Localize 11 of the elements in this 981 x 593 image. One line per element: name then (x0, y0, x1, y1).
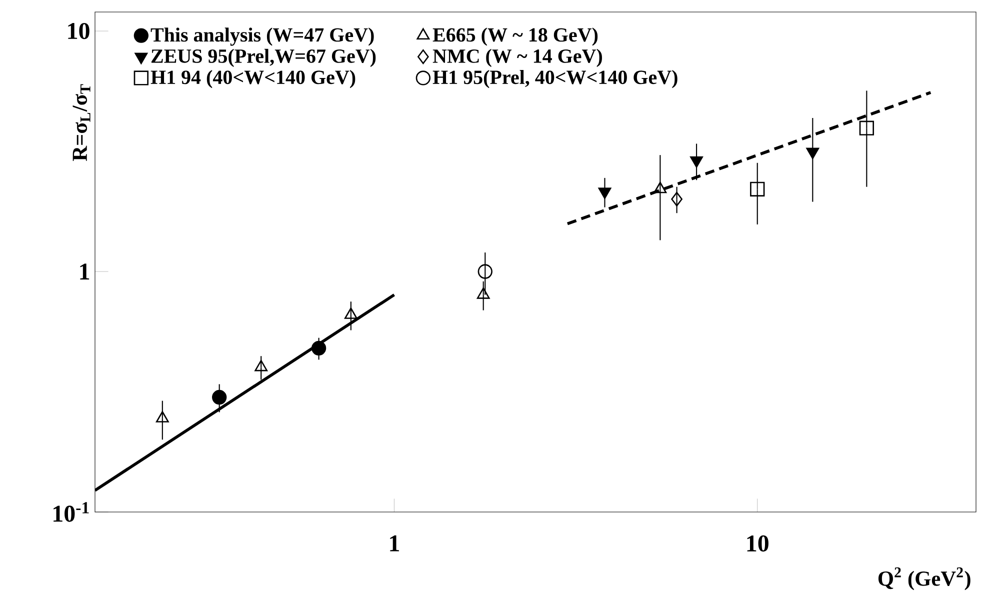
x-axis-title: Q$^{2}$ (GeV$^{2}$) (878, 567, 970, 590)
y-tick-label: 1 (80, 264, 90, 280)
legend-label: H1 95(Prel, 40<W<140 GeV) (432, 70, 678, 88)
y-tick-label: 10 (68, 22, 90, 40)
legend-label: H1 94 (40<W<140 GeV) (150, 70, 356, 88)
y-axis-title: R=σ$_{L}$/σ$_{T}$ (72, 84, 90, 161)
legend-label: This analysis (W=47 GeV) (150, 28, 374, 46)
legend-label: ZEUS 95(Prel,W=67 GeV) (151, 48, 376, 67)
y-tick-label: 10$^{-1}$ (54, 502, 89, 522)
legend-label: E665 (W ~ 18 GeV) (432, 28, 598, 46)
legend-label: NMC (W ~ 14 GeV) (432, 48, 602, 67)
